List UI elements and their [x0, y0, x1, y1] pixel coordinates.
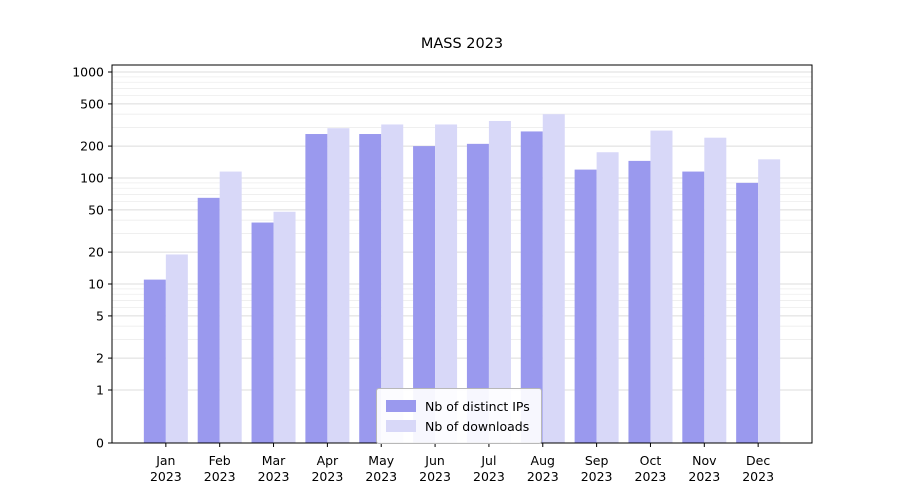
x-tick-label-month-jan: Jan [155, 453, 175, 468]
y-tick-label-1000: 1000 [72, 65, 104, 80]
bar-distinct-ips-sep [574, 169, 597, 443]
bar-distinct-ips-aug [520, 131, 543, 444]
bar-distinct-ips-dec [736, 182, 759, 444]
x-tick-label-year-may: 2023 [365, 469, 397, 484]
x-tick-label-month-may: May [368, 453, 394, 468]
x-tick-label-year-jun: 2023 [419, 469, 451, 484]
bar-distinct-ips-oct [628, 160, 651, 443]
x-tick-label-month-oct: Oct [640, 453, 662, 468]
x-tick-label-month-aug: Aug [531, 453, 555, 468]
bar-distinct-ips-feb [197, 197, 220, 443]
x-tick-label-year-oct: 2023 [635, 469, 667, 484]
x-tick-label-month-sep: Sep [585, 453, 609, 468]
bar-distinct-ips-mar [251, 222, 274, 443]
bar-distinct-ips-jan [143, 279, 166, 443]
x-tick-label-year-nov: 2023 [688, 469, 720, 484]
bar-downloads-aug [542, 114, 565, 443]
legend-item-downloads: Nb of downloads [386, 416, 530, 436]
x-tick-label-year-sep: 2023 [581, 469, 613, 484]
y-tick-label-2: 2 [96, 351, 104, 366]
bar-downloads-may [381, 124, 404, 443]
x-tick-label-year-jan: 2023 [150, 469, 182, 484]
x-tick-label-month-jun: Jun [424, 453, 445, 468]
y-tick-label-20: 20 [88, 245, 104, 260]
bar-downloads-sep [596, 152, 619, 443]
legend-label-downloads: Nb of downloads [425, 418, 530, 434]
bar-downloads-feb [219, 171, 242, 443]
y-tick-label-50: 50 [88, 202, 104, 217]
bar-downloads-jun [435, 124, 458, 443]
y-tick-label-5: 5 [96, 308, 104, 323]
legend-swatch-distinct-ips [386, 400, 416, 412]
x-tick-label-year-mar: 2023 [258, 469, 290, 484]
legend-item-distinct-ips: Nb of distinct IPs [386, 396, 530, 416]
y-tick-label-200: 200 [80, 139, 104, 154]
bar-downloads-jul [488, 120, 511, 443]
x-tick-label-month-nov: Nov [692, 453, 717, 468]
x-tick-label-year-apr: 2023 [311, 469, 343, 484]
x-tick-label-month-feb: Feb [209, 453, 231, 468]
legend-swatch-downloads [386, 420, 416, 432]
bar-distinct-ips-jun [413, 146, 436, 443]
bar-distinct-ips-apr [305, 134, 328, 444]
y-tick-label-100: 100 [80, 171, 104, 186]
legend: Nb of distinct IPs Nb of downloads [376, 388, 542, 444]
bar-downloads-apr [327, 128, 350, 444]
bar-distinct-ips-nov [682, 171, 705, 443]
x-tick-label-year-dec: 2023 [742, 469, 774, 484]
x-tick-label-month-jul: Jul [480, 453, 496, 468]
x-tick-label-month-dec: Dec [746, 453, 770, 468]
y-tick-label-0: 0 [96, 436, 104, 451]
x-tick-label-year-feb: 2023 [204, 469, 236, 484]
x-tick-label-year-jul: 2023 [473, 469, 505, 484]
y-tick-label-1: 1 [96, 383, 104, 398]
legend-label-distinct-ips: Nb of distinct IPs [425, 398, 530, 414]
x-tick-label-month-apr: Apr [317, 453, 339, 468]
y-tick-label-10: 10 [88, 277, 104, 292]
bar-downloads-oct [650, 130, 673, 443]
bar-downloads-dec [758, 159, 781, 443]
y-tick-label-500: 500 [80, 96, 104, 111]
bar-distinct-ips-may [359, 134, 382, 444]
x-tick-label-year-aug: 2023 [527, 469, 559, 484]
bar-downloads-mar [273, 211, 296, 443]
bar-downloads-nov [704, 137, 727, 443]
x-tick-label-month-mar: Mar [262, 453, 286, 468]
bar-downloads-jan [165, 254, 188, 443]
bar-distinct-ips-jul [466, 143, 489, 443]
chart-title: MASS 2023 [420, 36, 504, 52]
